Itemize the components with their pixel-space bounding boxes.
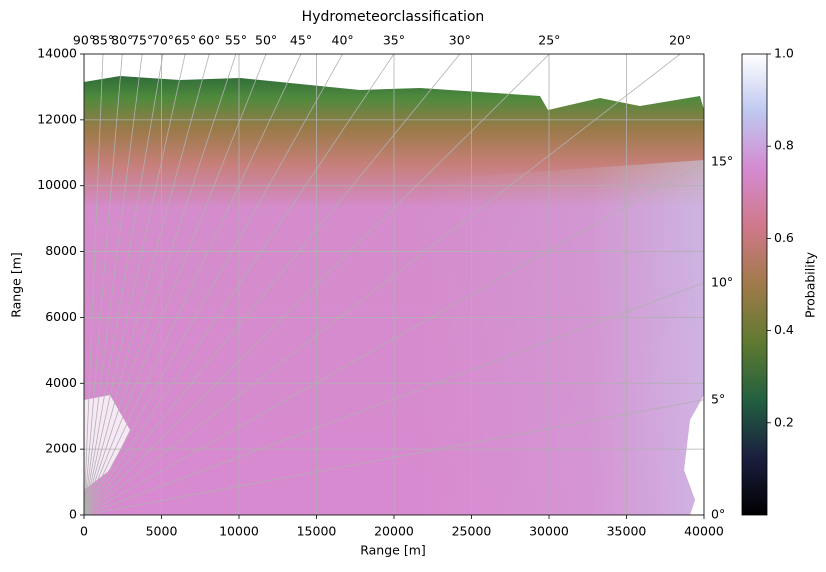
- x-tick-label: 0: [80, 524, 88, 539]
- x-tick-label: 25000: [452, 524, 492, 539]
- top-angle-label: 65°: [174, 33, 196, 48]
- top-angle-label: 25°: [538, 33, 560, 48]
- y-tick-label: 2000: [45, 441, 77, 456]
- top-angle-label: 60°: [198, 33, 220, 48]
- top-angle-label: 35°: [383, 33, 405, 48]
- y-tick-label: 0: [69, 507, 77, 522]
- colorbar-tick-label: 1.0: [774, 46, 794, 61]
- right-angle-label: 5°: [711, 391, 725, 406]
- colorbar-label: Probability: [803, 251, 818, 318]
- x-tick-label: 30000: [529, 524, 569, 539]
- x-tick-label: 15000: [297, 524, 337, 539]
- angle-grid-line: [84, 399, 704, 515]
- y-tick-label: 14000: [37, 46, 77, 61]
- y-tick-label: 10000: [37, 177, 77, 192]
- angle-grid-line: [84, 161, 704, 515]
- grid-group: [84, 54, 704, 515]
- chart-title: Hydrometeorclassification: [302, 9, 485, 25]
- y-tick-label: 8000: [45, 243, 77, 258]
- right-angle-label: 10°: [711, 274, 733, 289]
- y-tick-label: 6000: [45, 309, 77, 324]
- angle-grid-line: [84, 54, 681, 515]
- top-angle-label: 20°: [669, 33, 691, 48]
- right-angle-label: 0°: [711, 507, 725, 522]
- top-angle-label: 30°: [449, 33, 471, 48]
- right-angle-label: 15°: [711, 154, 733, 169]
- top-angle-label: 70°: [152, 33, 174, 48]
- top-angle-label: 50°: [255, 33, 277, 48]
- x-tick-label: 5000: [146, 524, 178, 539]
- x-tick-label: 40000: [684, 524, 724, 539]
- top-angle-label: 80°: [111, 33, 133, 48]
- top-angle-label: 75°: [131, 33, 153, 48]
- top-angle-label: 40°: [332, 33, 354, 48]
- top-angle-label: 45°: [290, 33, 312, 48]
- angle-grid-line: [84, 282, 704, 515]
- y-axis-label: Range [m]: [9, 252, 24, 318]
- x-axis-label: Range [m]: [360, 543, 426, 558]
- top-angle-label: 90°: [73, 33, 95, 48]
- colorbar-tick-label: 0.6: [774, 230, 794, 245]
- colorbar-tick-label: 0.2: [774, 414, 794, 429]
- x-tick-label: 35000: [607, 524, 647, 539]
- top-angle-label: 85°: [92, 33, 114, 48]
- top-angle-label: 55°: [225, 33, 247, 48]
- colorbar-tick-label: 0.8: [774, 138, 794, 153]
- colorbar: [741, 53, 768, 516]
- y-tick-label: 4000: [45, 375, 77, 390]
- x-tick-label: 10000: [219, 524, 259, 539]
- colorbar-tick-label: 0.4: [774, 322, 794, 337]
- y-tick-label: 12000: [37, 111, 77, 126]
- x-tick-label: 20000: [374, 524, 414, 539]
